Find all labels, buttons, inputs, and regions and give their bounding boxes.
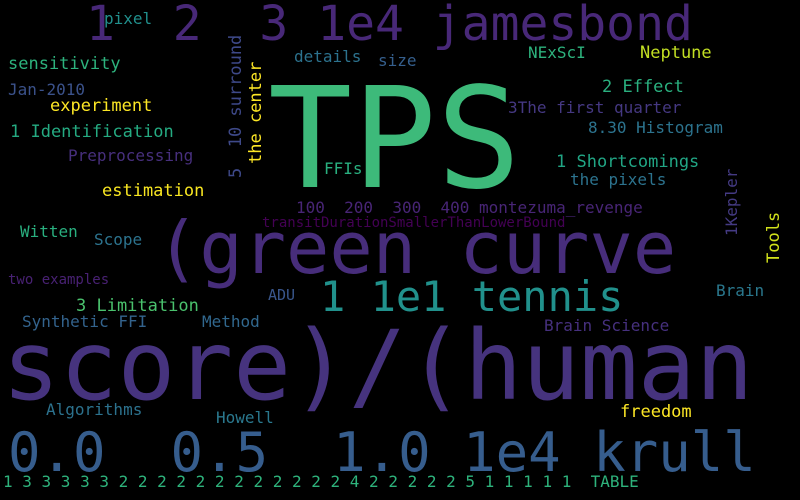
word-size: size <box>378 51 417 70</box>
word-preprocessing: Preprocessing <box>68 146 194 165</box>
word-first-quarter: 3The first quarter <box>508 98 682 117</box>
word-tps: TPS <box>268 58 521 221</box>
word-limitation: 3 Limitation <box>76 296 199 316</box>
word-algorithms: Algorithms <box>46 400 143 419</box>
word-tennis: 1 1e1 tennis <box>320 272 624 321</box>
word-tools: Tools <box>764 211 784 263</box>
word-estimation: estimation <box>102 181 205 201</box>
word-experiment: experiment <box>50 96 153 116</box>
word-pixel: pixel <box>104 9 153 28</box>
word-kepler: 1Kepler <box>722 168 741 236</box>
word-green-curve: (green curve <box>156 206 677 290</box>
word-freedom: freedom <box>620 402 692 422</box>
word-synthetic-ffi: Synthetic FFI <box>22 312 148 331</box>
word-sensitivity: sensitivity <box>8 54 121 74</box>
word-scope: Scope <box>94 230 143 249</box>
word-the-center: the center <box>246 61 266 164</box>
word-identification: 1 Identification <box>10 122 174 142</box>
word-shortcomings: 1 Shortcomings <box>556 152 700 172</box>
word-surround: 5 10 surround <box>226 34 246 178</box>
word-ffis: FFIs <box>324 159 363 178</box>
word-brain-science: Brain Science <box>544 316 670 335</box>
word-histogram: 8.30 Histogram <box>588 118 723 137</box>
word-montezuma: 100 200 300 400 montezuma_revenge <box>296 198 643 217</box>
word-howell: Howell <box>216 408 274 427</box>
word-nexsci: NExScI <box>528 43 586 62</box>
word-jamesbond: 1 2 3 1e4 jamesbond <box>86 0 693 52</box>
word-transit-duration: transitDurationSmallerThanLowerBound <box>262 215 566 231</box>
word-the-pixels: the pixels <box>570 170 667 189</box>
word-adu: ADU <box>268 286 296 304</box>
word-two-examples: two examples <box>8 272 110 288</box>
word-neptune: Neptune <box>640 43 712 63</box>
word-table-row: 1 3 3 3 3 3 2 2 2 2 2 2 2 2 2 2 2 2 4 2 … <box>3 472 639 491</box>
word-method: Method <box>202 312 260 331</box>
word-jan-2010: Jan-2010 <box>8 80 86 99</box>
word-brain: Brain <box>716 281 765 300</box>
word-witten: Witten <box>20 222 78 241</box>
word-krull: 0.0 0.5 1.0 1e4 krull <box>8 421 756 484</box>
word-score-human: score)/(human <box>2 310 754 422</box>
word-details: details <box>294 47 362 66</box>
word-effect: 2 Effect <box>602 77 684 97</box>
